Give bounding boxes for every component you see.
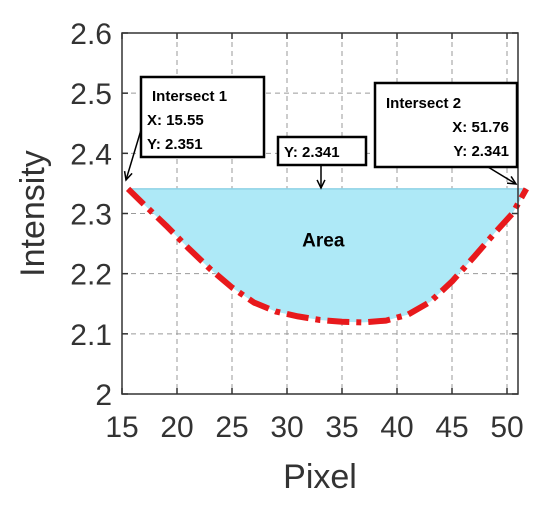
annotation-arrow-head <box>506 176 518 185</box>
y-tick-label: 2.4 <box>70 138 112 171</box>
annotation-level: Y: 2.341 <box>276 135 368 190</box>
annotation-text: Intersect 1 <box>152 88 227 105</box>
y-tick-label: 2.5 <box>70 78 112 111</box>
x-tick-label: 30 <box>270 411 303 444</box>
x-axis-title: Pixel <box>283 458 357 496</box>
x-tick-label: 15 <box>105 411 138 444</box>
annotation-box <box>373 81 519 169</box>
y-tick-label: 2.1 <box>70 319 112 352</box>
annotation-arrow-head <box>123 170 133 182</box>
annotation-text: X: 15.55 <box>147 112 204 129</box>
annotation-box <box>139 75 266 159</box>
annotation-text: Y: 2.341 <box>284 144 340 161</box>
x-tick-label: 45 <box>435 411 468 444</box>
annotation-text: Intersect 2 <box>386 95 461 112</box>
axis-ticks: 15 20 25 30 35 40 45 50 2 2.1 2.2 2.3 2.4 2.5 2.6 <box>70 18 523 444</box>
annotations: Intersect 1 X: 15.55 Y: 2.351 Intersect 2 X:… <box>123 75 519 190</box>
annotation-intersect-2: Intersect 2 X: 51.76 Y: 2.341 <box>373 81 519 185</box>
y-axis-title: Intensity <box>14 150 52 277</box>
y-tick-label: 2.6 <box>70 18 112 51</box>
y-tick-label: 2 <box>95 379 112 412</box>
y-tick-label: 2.3 <box>70 199 112 232</box>
x-tick-label: 20 <box>160 411 193 444</box>
area-label: Area <box>302 231 345 252</box>
annotation-text: Y: 2.351 <box>147 136 203 153</box>
annotation-text: Y: 2.341 <box>453 143 509 160</box>
x-tick-label: 35 <box>325 411 358 444</box>
annotation-box <box>276 135 368 167</box>
annotation-text: X: 51.76 <box>452 119 509 136</box>
intensity-series-line <box>125 186 529 326</box>
x-tick-label: 25 <box>215 411 248 444</box>
annotation-arrow-head <box>316 179 326 190</box>
y-tick-label: 2.2 <box>70 259 112 292</box>
x-tick-label: 50 <box>490 411 523 444</box>
area-fill <box>128 188 527 323</box>
annotation-arrow-line <box>487 166 517 185</box>
x-tick-label: 40 <box>380 411 413 444</box>
annotation-intersect-1: Intersect 1 X: 15.55 Y: 2.351 <box>123 75 266 182</box>
